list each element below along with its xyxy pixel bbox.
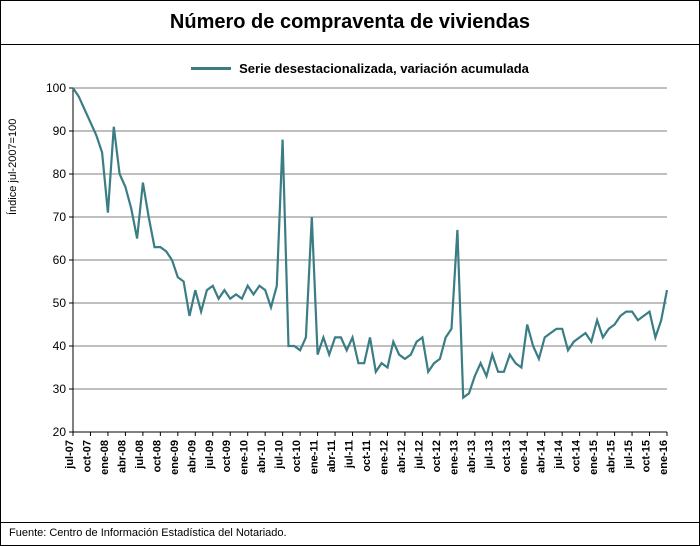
svg-text:jul-14: jul-14: [553, 439, 565, 470]
svg-text:abr-12: abr-12: [396, 440, 408, 473]
svg-text:ene-10: ene-10: [239, 440, 251, 475]
svg-text:jul-15: jul-15: [623, 440, 635, 470]
svg-text:abr-08: abr-08: [116, 440, 128, 473]
chart-frame: Número de compraventa de viviendas Serie…: [0, 0, 700, 546]
svg-text:jul-11: jul-11: [344, 440, 356, 469]
svg-text:80: 80: [53, 167, 67, 181]
svg-text:oct-09: oct-09: [221, 440, 233, 472]
chart-zone: Serie desestacionalizada, variación acum…: [1, 45, 699, 522]
svg-text:oct-12: oct-12: [431, 440, 443, 472]
svg-text:20: 20: [53, 425, 67, 439]
svg-text:60: 60: [53, 253, 67, 267]
svg-text:50: 50: [53, 296, 67, 310]
svg-text:ene-09: ene-09: [169, 440, 181, 475]
line-chart-svg: 20 30 40 50 60 70 80 90 100 jul-07 oct-07 ene-08 abr…: [39, 82, 675, 502]
svg-text:oct-07: oct-07: [81, 440, 93, 472]
svg-text:ene-13: ene-13: [448, 440, 460, 475]
svg-text:ene-14: ene-14: [518, 439, 530, 475]
svg-text:40: 40: [53, 339, 67, 353]
y-axis-label: Índice jul-2007=100: [7, 119, 19, 215]
svg-text:jul-10: jul-10: [274, 440, 286, 470]
svg-text:100: 100: [46, 82, 66, 95]
legend: Serie desestacionalizada, variación acum…: [39, 53, 681, 82]
svg-text:ene-16: ene-16: [658, 440, 670, 475]
svg-text:oct-13: oct-13: [501, 440, 513, 472]
svg-text:oct-11: oct-11: [361, 440, 373, 472]
svg-text:ene-15: ene-15: [588, 440, 600, 475]
svg-text:oct-08: oct-08: [151, 440, 163, 472]
svg-text:abr-10: abr-10: [256, 440, 268, 473]
svg-text:ene-12: ene-12: [378, 440, 390, 475]
svg-text:abr-11: abr-11: [326, 440, 338, 472]
svg-text:oct-14: oct-14: [571, 439, 583, 472]
svg-text:30: 30: [53, 382, 67, 396]
svg-text:oct-10: oct-10: [291, 440, 303, 472]
source-text: Fuente: Centro de Información Estadístic…: [9, 527, 287, 539]
svg-text:jul-09: jul-09: [204, 440, 216, 470]
svg-text:abr-13: abr-13: [466, 440, 478, 473]
source-bar: Fuente: Centro de Información Estadístic…: [1, 522, 699, 545]
svg-text:jul-13: jul-13: [483, 440, 495, 470]
svg-text:ene-08: ene-08: [99, 440, 111, 475]
svg-text:oct-15: oct-15: [641, 440, 653, 472]
svg-text:jul-08: jul-08: [134, 440, 146, 470]
svg-text:abr-14: abr-14: [536, 439, 548, 473]
title-bar: Número de compraventa de viviendas: [1, 1, 699, 45]
svg-text:abr-15: abr-15: [606, 440, 618, 473]
svg-text:90: 90: [53, 124, 67, 138]
legend-label: Serie desestacionalizada, variación acum…: [239, 61, 529, 76]
svg-text:ene-11: ene-11: [309, 440, 321, 474]
svg-text:abr-09: abr-09: [186, 440, 198, 473]
svg-text:jul-07: jul-07: [64, 440, 76, 470]
legend-line-swatch: [191, 67, 231, 70]
svg-text:70: 70: [53, 210, 67, 224]
svg-text:jul-12: jul-12: [413, 440, 425, 470]
chart-title: Número de compraventa de viviendas: [1, 11, 699, 34]
